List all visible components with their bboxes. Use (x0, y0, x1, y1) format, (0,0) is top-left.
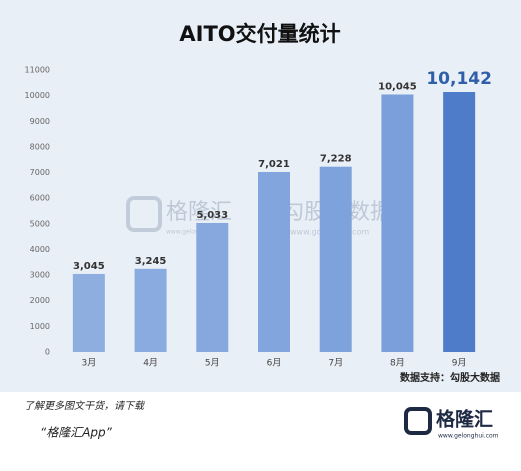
x-tick-label: 4月 (143, 358, 158, 369)
footer-prompt: 了解更多图文干货，请下载 (24, 400, 146, 412)
bar (319, 166, 352, 352)
highlight-value-label: 10,142 (426, 69, 492, 89)
bar (196, 222, 229, 352)
value-label: 3,045 (73, 261, 105, 272)
y-tick-label: 1000 (30, 322, 50, 331)
y-tick-label: 2000 (30, 296, 50, 305)
value-label: 10,045 (378, 81, 417, 92)
logo-name: 格隆汇 (436, 408, 493, 431)
bar (134, 268, 167, 352)
y-tick-label: 0 (45, 348, 50, 357)
y-tick-label: 11000 (25, 66, 50, 75)
y-tick-label: 10000 (25, 91, 50, 100)
value-label: 7,228 (320, 154, 352, 165)
y-tick-label: 5000 (30, 219, 50, 228)
x-tick-label: 6月 (267, 358, 282, 369)
logo-url: www.gelonghui.com (438, 433, 499, 440)
y-tick-label: 9000 (30, 117, 50, 126)
y-tick-label: 4000 (30, 245, 50, 254)
bar (72, 273, 105, 352)
footer-background (0, 392, 521, 471)
source-note: 数据支持：勾股大数据 (400, 371, 500, 384)
logo-icon (404, 407, 432, 435)
x-tick-label: 9月 (452, 358, 467, 369)
x-tick-label: 8月 (390, 358, 405, 369)
footer-app: “格隆汇App” (40, 426, 113, 440)
value-label: 7,021 (258, 159, 290, 170)
y-tick-label: 3000 (30, 271, 50, 280)
chart-title: AITO交付量统计 (179, 22, 340, 46)
bar (381, 94, 414, 352)
value-label: 3,245 (135, 256, 167, 267)
value-label: 5,033 (196, 210, 228, 221)
x-tick-label: 5月 (205, 358, 220, 369)
x-tick-label: 3月 (81, 358, 96, 369)
y-tick-label: 6000 (30, 194, 50, 203)
y-tick-label: 7000 (30, 168, 50, 177)
watermark-text: 格隆汇 (166, 200, 232, 225)
bar (258, 172, 290, 352)
watermark-icon (126, 196, 162, 232)
x-tick-label: 7月 (328, 358, 343, 369)
y-tick-label: 8000 (30, 142, 50, 151)
bar (443, 91, 476, 352)
